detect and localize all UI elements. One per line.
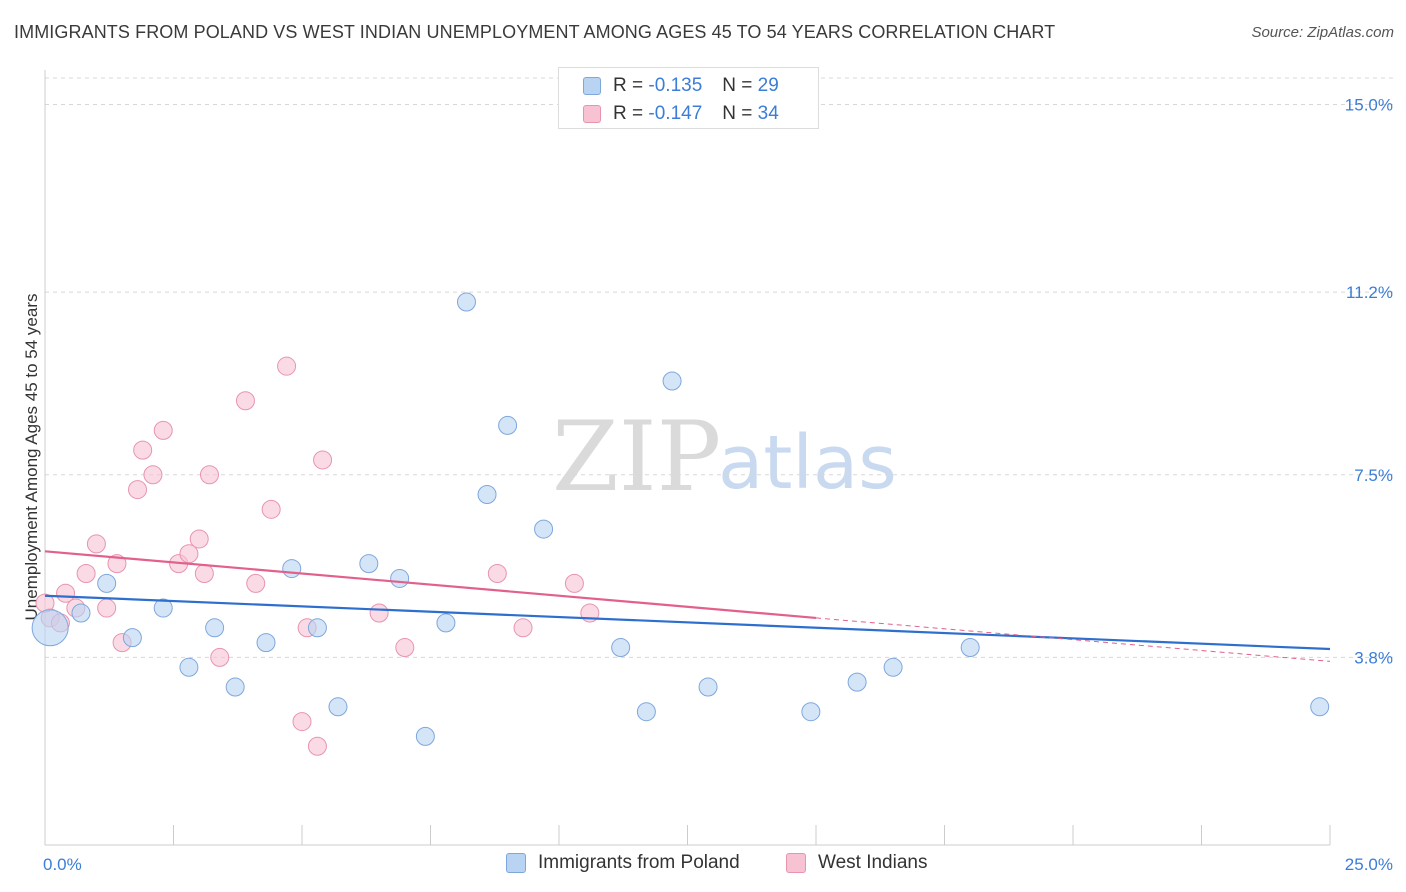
source-label: Source: ZipAtlas.com	[1251, 24, 1394, 41]
data-point-west-indians	[199, 465, 219, 485]
data-point-poland	[611, 638, 631, 658]
data-point-poland	[390, 568, 410, 588]
data-point-poland	[415, 726, 435, 746]
y-tick-label: 11.2%	[1346, 283, 1393, 302]
series-poland	[31, 292, 1330, 746]
legend-swatch-poland	[583, 77, 601, 95]
data-point-poland	[205, 618, 225, 638]
data-point-poland	[636, 702, 656, 722]
data-point-poland	[71, 603, 91, 623]
trend-line-poland	[44, 594, 1331, 651]
data-point-poland	[282, 559, 302, 579]
y-tick-label: 15.0%	[1345, 96, 1393, 115]
data-point-west-indians	[107, 554, 127, 574]
data-point-west-indians	[97, 598, 117, 618]
data-point-poland	[662, 371, 682, 391]
data-point-poland	[153, 598, 173, 618]
data-point-poland	[31, 609, 69, 647]
data-point-poland	[534, 519, 554, 539]
trend-extension-west-indians	[815, 617, 1331, 662]
legend-n-value-west-indians: 34	[757, 103, 779, 124]
legend-r-value-poland: -0.135	[648, 75, 703, 96]
data-point-west-indians	[513, 618, 533, 638]
series-legend: Immigrants from Poland West Indians	[0, 852, 1406, 878]
data-point-poland	[847, 672, 867, 692]
y-tick-label: 3.8%	[1354, 648, 1393, 667]
x-tick-label: 25.0%	[1345, 855, 1393, 874]
y-tick-labels: 3.8% 7.5% 11.2% 15.0%	[1345, 96, 1393, 668]
legend-n-value-poland: 29	[757, 75, 779, 96]
watermark-atlas: atlas	[718, 420, 897, 506]
data-point-west-indians	[246, 573, 266, 593]
data-point-west-indians	[307, 736, 327, 756]
grid-lines	[45, 77, 1393, 658]
data-point-west-indians	[76, 564, 96, 584]
legend-swatch-west-indians	[786, 853, 806, 873]
legend-swatch-west-indians	[583, 105, 601, 123]
chart-title: IMMIGRANTS FROM POLAND VS WEST INDIAN UN…	[14, 22, 1056, 42]
legend-item-west-indians: West Indians	[786, 852, 927, 874]
data-point-west-indians	[261, 499, 281, 519]
data-point-poland	[359, 554, 379, 574]
data-point-poland	[122, 628, 142, 648]
series-west-indians	[35, 356, 600, 756]
data-point-west-indians	[128, 480, 148, 500]
data-point-west-indians	[369, 603, 389, 623]
data-point-poland	[436, 613, 456, 633]
legend-label-poland: Immigrants from Poland	[538, 852, 740, 873]
legend-r-value-west-indians: -0.147	[648, 103, 703, 124]
legend-row-poland: R = -0.135 N = 29	[583, 74, 779, 98]
legend-row-west-indians: R = -0.147 N = 34	[583, 102, 779, 126]
legend-item-poland: Immigrants from Poland	[506, 852, 740, 874]
data-point-west-indians	[133, 440, 153, 460]
data-point-west-indians	[194, 564, 214, 584]
data-point-west-indians	[564, 573, 584, 593]
data-point-poland	[960, 638, 980, 658]
data-point-west-indians	[153, 420, 173, 440]
data-point-poland	[307, 618, 327, 638]
data-point-west-indians	[210, 647, 230, 667]
y-tick-label: 7.5%	[1354, 466, 1393, 485]
data-point-west-indians	[292, 712, 312, 732]
data-point-poland	[498, 415, 518, 435]
data-point-west-indians	[313, 450, 333, 470]
data-point-west-indians	[143, 465, 163, 485]
data-point-west-indians	[277, 356, 297, 376]
watermark: ZIP atlas	[552, 401, 897, 513]
legend-n-label: N =	[722, 103, 753, 124]
data-point-poland	[328, 697, 348, 717]
data-point-poland	[97, 573, 117, 593]
watermark-zip: ZIP	[552, 401, 721, 513]
data-point-poland	[477, 485, 497, 505]
legend-r-label: R =	[613, 103, 644, 124]
data-point-poland	[698, 677, 718, 697]
y-axis-label: Unemployment Among Ages 45 to 54 years	[22, 294, 41, 621]
legend-r-label: R =	[613, 75, 644, 96]
data-point-poland	[179, 657, 199, 677]
data-point-poland	[225, 677, 245, 697]
x-tick-labels: 0.0% 25.0%	[43, 855, 1393, 874]
data-point-poland	[801, 702, 821, 722]
data-point-poland	[256, 633, 276, 653]
data-point-west-indians	[235, 391, 255, 411]
legend-swatch-poland	[506, 853, 526, 873]
legend-label-west-indians: West Indians	[818, 852, 928, 873]
x-tick-label: 0.0%	[43, 855, 82, 874]
stats-legend: R = -0.135 N = 29 R = -0.147 N = 34	[558, 67, 819, 129]
data-point-west-indians	[189, 529, 209, 549]
data-point-poland	[1310, 697, 1330, 717]
axes	[44, 70, 1331, 846]
trend-line-west-indians	[44, 550, 817, 620]
data-point-poland	[456, 292, 476, 312]
legend-n-label: N =	[722, 75, 753, 96]
data-point-west-indians	[395, 638, 415, 658]
trend-lines	[44, 550, 1331, 662]
data-point-west-indians	[86, 534, 106, 554]
data-point-poland	[883, 657, 903, 677]
data-point-west-indians	[487, 564, 507, 584]
